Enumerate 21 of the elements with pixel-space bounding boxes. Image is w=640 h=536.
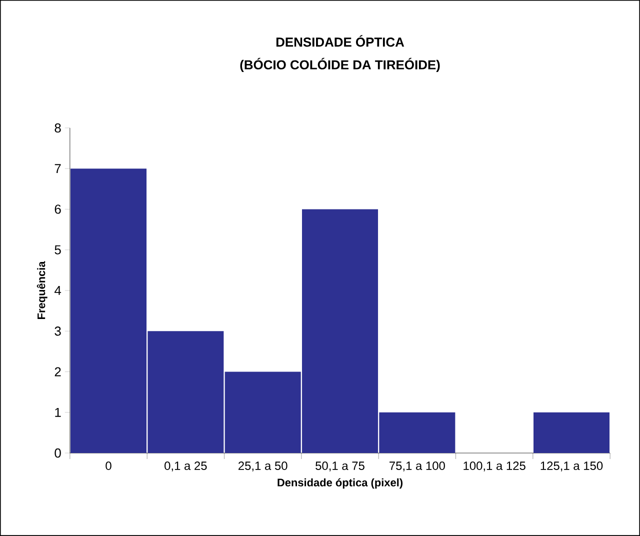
y-axis-title: Frequência — [36, 261, 48, 320]
y-tick-label: 7 — [54, 164, 61, 174]
chart-subtitle: (BÓCIO COLÓIDE DA TIREÓIDE) — [240, 58, 440, 72]
y-tick-label: 8 — [54, 123, 61, 133]
y-tick-label: 2 — [54, 367, 61, 376]
chart-title: DENSIDADE ÓPTICA — [276, 35, 404, 47]
x-tick-label: 25,1 a 50 — [238, 462, 288, 472]
x-tick-label: 50,1 a 75 — [316, 462, 364, 472]
x-tick-label: 125,1 a 150 — [540, 462, 603, 472]
y-tick-label: 1 — [55, 408, 61, 417]
y-tick-label: 6 — [54, 204, 61, 214]
x-tick-label: 75,1 a 100 — [390, 462, 445, 472]
y-tick-label: 0 — [54, 448, 61, 458]
bar — [534, 412, 610, 454]
x-tick-label: 100,1 a 125 — [464, 462, 526, 472]
y-tick-label: 3 — [54, 326, 61, 336]
y-tick-label: 5 — [54, 245, 61, 254]
x-axis-title: Densidade óptica (pixel) — [278, 478, 403, 489]
y-tick-label: 4 — [54, 286, 62, 295]
x-tick-label: 0,1 a 25 — [164, 462, 207, 472]
x-tick-label: 0 — [106, 462, 112, 470]
